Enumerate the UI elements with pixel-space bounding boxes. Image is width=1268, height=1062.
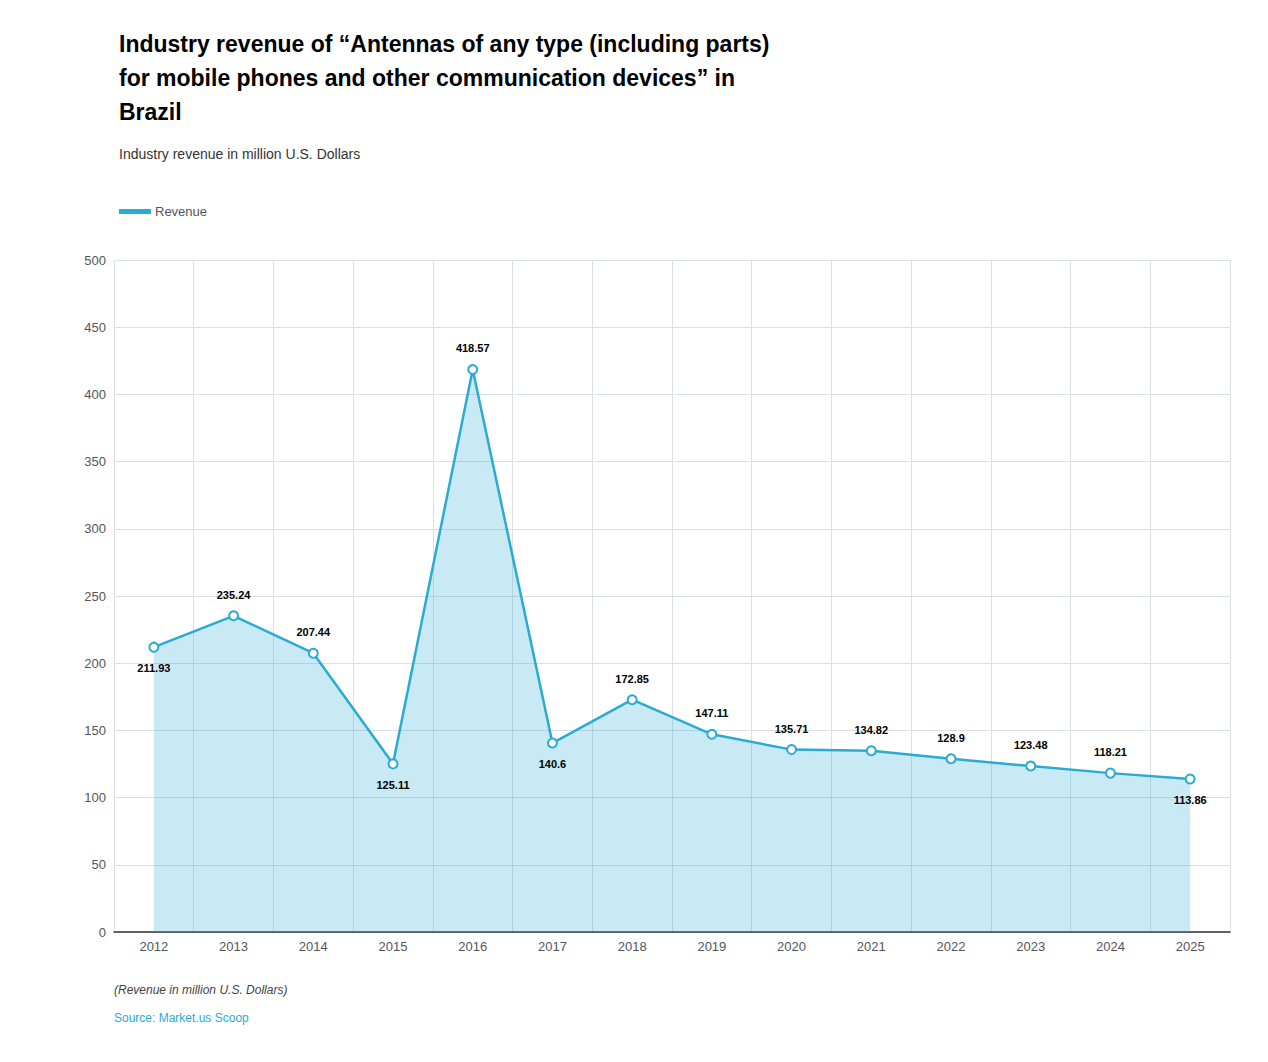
svg-text:200: 200 bbox=[84, 656, 106, 671]
svg-text:250: 250 bbox=[84, 589, 106, 604]
svg-text:Source: Market.us Scoop: Source: Market.us Scoop bbox=[114, 1011, 249, 1025]
svg-text:2015: 2015 bbox=[379, 939, 408, 954]
svg-text:(Revenue in million U.S. Dolla: (Revenue in million U.S. Dollars) bbox=[114, 983, 287, 997]
svg-text:450: 450 bbox=[84, 320, 106, 335]
svg-text:300: 300 bbox=[84, 521, 106, 536]
svg-text:Industry revenue of “Antennas: Industry revenue of “Antennas of any typ… bbox=[119, 31, 769, 57]
svg-text:172.85: 172.85 bbox=[615, 673, 649, 685]
svg-text:Industry revenue in million U.: Industry revenue in million U.S. Dollars bbox=[119, 146, 360, 162]
svg-text:Brazil: Brazil bbox=[119, 99, 182, 125]
svg-text:128.9: 128.9 bbox=[937, 732, 965, 744]
svg-text:2016: 2016 bbox=[458, 939, 487, 954]
svg-text:Revenue: Revenue bbox=[155, 204, 207, 219]
svg-text:235.24: 235.24 bbox=[217, 589, 252, 601]
svg-text:140.6: 140.6 bbox=[539, 758, 567, 770]
svg-text:350: 350 bbox=[84, 454, 106, 469]
svg-text:113.86: 113.86 bbox=[1174, 794, 1207, 806]
svg-text:147.11: 147.11 bbox=[695, 707, 728, 719]
svg-text:0: 0 bbox=[99, 925, 106, 940]
svg-text:2025: 2025 bbox=[1176, 939, 1205, 954]
svg-text:2012: 2012 bbox=[139, 939, 168, 954]
svg-text:135.71: 135.71 bbox=[775, 723, 809, 735]
svg-text:211.93: 211.93 bbox=[137, 662, 170, 674]
svg-text:118.21: 118.21 bbox=[1094, 746, 1127, 758]
svg-text:418.57: 418.57 bbox=[456, 342, 490, 354]
svg-text:2023: 2023 bbox=[1016, 939, 1045, 954]
svg-text:2014: 2014 bbox=[299, 939, 328, 954]
svg-text:100: 100 bbox=[84, 790, 106, 805]
svg-text:2022: 2022 bbox=[937, 939, 966, 954]
svg-text:2024: 2024 bbox=[1096, 939, 1125, 954]
svg-text:125.11: 125.11 bbox=[376, 779, 409, 791]
svg-text:2020: 2020 bbox=[777, 939, 806, 954]
svg-text:150: 150 bbox=[84, 723, 106, 738]
svg-text:2019: 2019 bbox=[697, 939, 726, 954]
svg-text:207.44: 207.44 bbox=[296, 626, 331, 638]
svg-text:50: 50 bbox=[92, 857, 106, 872]
svg-text:134.82: 134.82 bbox=[854, 724, 888, 736]
svg-text:2013: 2013 bbox=[219, 939, 248, 954]
svg-text:400: 400 bbox=[84, 387, 106, 402]
svg-text:2018: 2018 bbox=[618, 939, 647, 954]
svg-text:2021: 2021 bbox=[857, 939, 886, 954]
svg-text:2017: 2017 bbox=[538, 939, 567, 954]
svg-text:123.48: 123.48 bbox=[1014, 739, 1048, 751]
svg-text:for mobile phones and other co: for mobile phones and other communicatio… bbox=[119, 65, 735, 91]
svg-text:500: 500 bbox=[84, 253, 106, 268]
